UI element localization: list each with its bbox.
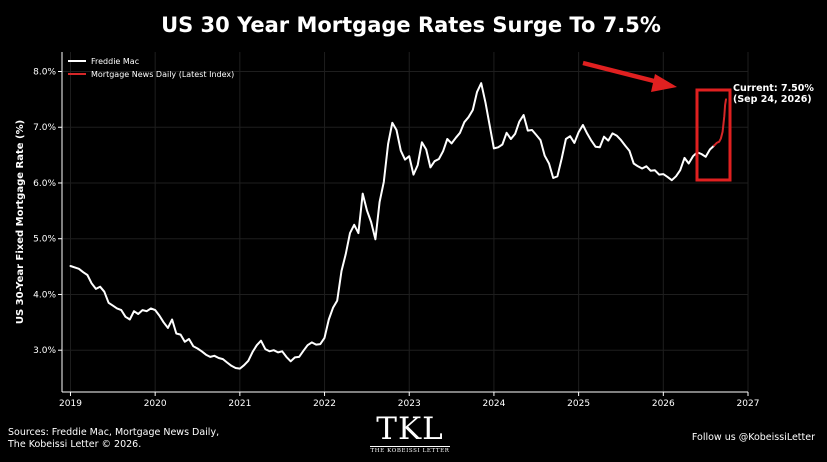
x-tick-label-6: 2025 [567,399,590,409]
legend-label-mortgage-news-daily: Mortgage News Daily (Latest Index) [91,70,234,79]
y-tick-label-4: 7.0% [33,123,56,133]
legend: Freddie Mac Mortgage News Daily (Latest … [68,57,234,79]
annotation-arrow-head [651,74,677,92]
series-line-freddie-mac [69,82,716,370]
x-tick-label-5: 2024 [482,399,505,409]
logo-mark: TKL [376,411,444,447]
y-axis-label: US 30-Year Fixed Mortgage Rate (%) [15,120,26,324]
series-line-mortgage-news-daily-latest-index [713,98,727,147]
sources-line-1: Sources: Freddie Mac, Mortgage News Dail… [8,427,220,438]
chart-title: US 30 Year Mortgage Rates Surge To 7.5% [161,13,661,37]
current-value-label: Current: 7.50% [733,83,814,94]
y-tick-label-2: 5.0% [33,235,56,245]
legend-label-freddie-mac: Freddie Mac [91,57,139,66]
y-tick-label-1: 4.0% [33,290,56,300]
mortgage-rate-chart: US 30 Year Mortgage Rates Surge To 7.5% … [15,13,814,409]
tkl-logo: TKL THE KOBEISSI LETTER [366,412,454,458]
annotation: Current: 7.50% (Sep 24, 2026) [582,60,814,182]
x-tick-label-1: 2020 [144,399,167,409]
axes [58,52,749,396]
x-tick-label-2: 2021 [228,399,251,409]
logo-subtitle: THE KOBEISSI LETTER [370,446,450,454]
current-date-label: (Sep 24, 2026) [733,94,812,105]
highlight-box [695,88,732,182]
y-tick-label-5: 8.0% [33,68,56,78]
x-tick-label-3: 2022 [313,399,336,409]
y-tick-label-3: 6.0% [33,179,56,189]
annotation-arrow-shaft [582,60,663,86]
x-tick-label-0: 2019 [59,399,82,409]
x-tick-label-8: 2027 [737,399,760,409]
series-lines [69,82,727,370]
sources-line-2: The Kobeissi Letter © 2026. [8,439,142,450]
y-tick-label-0: 3.0% [33,346,56,356]
grid [62,52,749,392]
x-tick-label-4: 2023 [398,399,421,409]
follow-us-text: Follow us @KobeissiLetter [691,432,815,443]
x-tick-label-7: 2026 [652,399,675,409]
tick-labels: 2019 2020 2021 2022 2023 2024 2025 2026 2027 3.0%… [33,68,759,409]
sources-text: Sources: Freddie Mac, Mortgage News Dail… [8,427,248,451]
